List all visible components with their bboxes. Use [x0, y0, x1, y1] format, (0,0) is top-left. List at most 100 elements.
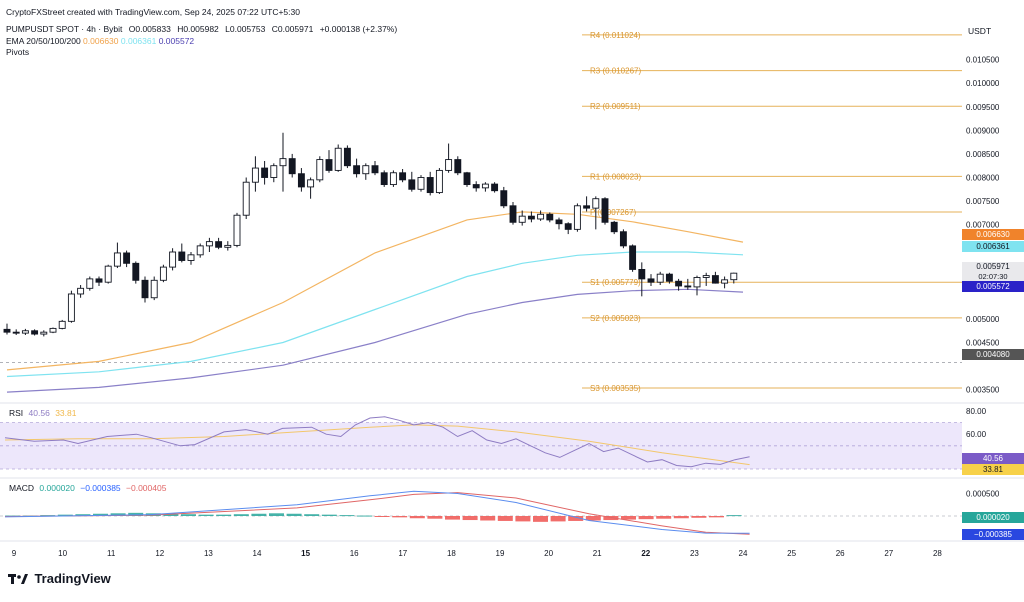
symbol-line: PUMPUSDT SPOT · 4h · Bybit O0.005833 H0.…	[6, 24, 397, 34]
candle-up	[721, 279, 729, 284]
macd-signal-value: −0.000405	[126, 483, 167, 493]
macd-histogram-bar	[286, 513, 302, 516]
high-label: H	[177, 24, 184, 34]
pivot-label: P (0.007267)	[590, 208, 636, 217]
candle-up	[270, 165, 278, 178]
rsi-badge: 40.56	[962, 453, 1024, 464]
rsi-line	[4, 416, 750, 468]
rsi-value: 40.56	[28, 408, 50, 418]
time-axis-tick: 17	[398, 549, 407, 558]
macd-histogram-bar	[374, 516, 390, 517]
macd-legend[interactable]: MACD 0.000020 −0.000385 −0.000405	[9, 483, 166, 493]
candle-up	[730, 272, 738, 281]
candle-down	[215, 241, 223, 248]
candle-up	[187, 254, 195, 261]
candle-up	[104, 265, 112, 283]
candle-up	[150, 279, 158, 299]
pivot-label: R4 (0.011024)	[590, 31, 641, 40]
price-axis-tick: 0.009000	[966, 126, 1000, 135]
macd-hist-value: 0.000020	[39, 483, 75, 493]
symbol-name[interactable]: PUMPUSDT SPOT · 4h · Bybit	[6, 24, 123, 34]
candle-down	[564, 223, 572, 230]
ema100-line	[6, 251, 744, 378]
candle-up	[21, 330, 29, 334]
change-value: +0.000138 (+2.37%)	[319, 24, 398, 34]
ema-label: EMA 20/50/100/200	[6, 36, 81, 46]
candle-down	[408, 179, 416, 190]
candle-down	[426, 177, 434, 194]
macd-histogram-bar	[691, 516, 707, 518]
high-value: 0.005982	[183, 24, 219, 34]
candle-up	[389, 172, 397, 186]
candle-down	[619, 231, 627, 247]
macd-histogram-bar	[585, 516, 601, 521]
candle-down	[343, 147, 351, 167]
candle-down	[12, 331, 20, 334]
candle-up	[537, 213, 545, 220]
time-axis-tick: 26	[836, 549, 845, 558]
candle-up	[58, 320, 66, 329]
candle-down	[454, 159, 462, 174]
candle-down	[325, 159, 333, 171]
pivot-label: S1 (0.005779)	[590, 278, 641, 287]
macd-histogram-bar	[621, 516, 636, 520]
price-axis-tick: 0.007000	[966, 221, 1000, 230]
pivots-legend[interactable]: Pivots	[6, 47, 30, 57]
candle-up	[445, 159, 453, 171]
candle-up	[592, 198, 600, 209]
candle-up	[67, 293, 75, 322]
last-price-badge: 0.005971	[962, 262, 1024, 272]
macd-axis-tick: 0.000500	[966, 490, 1000, 499]
currency-label: USDT	[968, 26, 992, 36]
price-axis-tick: 0.004500	[966, 339, 1000, 348]
candle-down	[638, 269, 646, 280]
countdown-badge: 02:07:30	[962, 272, 1024, 281]
macd-histogram-bar	[198, 514, 214, 516]
candle-up	[196, 245, 204, 256]
time-axis-tick: 22	[641, 549, 650, 558]
ema200-line	[6, 288, 744, 393]
ema50-value: 0.006630	[83, 36, 119, 46]
candle-down	[675, 280, 683, 287]
time-axis-tick: 21	[593, 549, 602, 558]
candle-down	[297, 173, 305, 188]
macd-signal-line	[4, 492, 750, 535]
macd-histogram-bar	[339, 515, 355, 517]
ema-legend[interactable]: EMA 20/50/100/200 0.006630 0.006361 0.00…	[6, 36, 194, 46]
candle-up	[40, 331, 48, 335]
rsi-axis-tick: 60.00	[966, 430, 987, 439]
ema200-value: 0.005572	[158, 36, 195, 46]
macd-histogram-bar	[638, 516, 654, 520]
macd-histogram-bar	[480, 516, 496, 521]
time-axis-tick: 9	[12, 549, 17, 558]
candle-up	[169, 251, 177, 268]
macd-histogram-bar	[515, 516, 531, 522]
macd-line	[4, 490, 750, 534]
candle-down	[3, 328, 11, 333]
candle-down	[491, 183, 499, 192]
macd-histogram-bar	[269, 513, 284, 516]
macd-histogram-bar	[550, 516, 566, 522]
macd-histogram-bar	[57, 514, 73, 516]
ema200-badge: 0.005572	[962, 281, 1024, 292]
time-axis-tick: 14	[253, 549, 262, 558]
macd-histogram-bar	[409, 516, 425, 519]
candle-up	[242, 181, 250, 216]
ema100-badge: 0.006361	[962, 241, 1024, 252]
candle-up	[233, 214, 241, 246]
pivot-label: R3 (0.010267)	[590, 67, 641, 76]
candle-up	[251, 167, 259, 183]
candle-down	[629, 245, 637, 270]
candle-down	[555, 219, 563, 225]
time-axis-tick: 16	[350, 549, 359, 558]
macd-hist-badge: 0.000020	[962, 512, 1024, 523]
candle-down	[583, 205, 591, 209]
candle-down	[288, 158, 296, 175]
low-value: 0.005753	[229, 24, 266, 34]
candle-down	[601, 198, 609, 223]
credit-line: CryptoFXStreet created with TradingView.…	[6, 7, 300, 17]
pivot-label: S3 (0.003535)	[590, 384, 641, 393]
price-axis-tick: 0.008500	[966, 150, 1000, 159]
rsi-legend[interactable]: RSI 40.56 33.81	[9, 408, 76, 418]
candle-up	[113, 252, 121, 267]
